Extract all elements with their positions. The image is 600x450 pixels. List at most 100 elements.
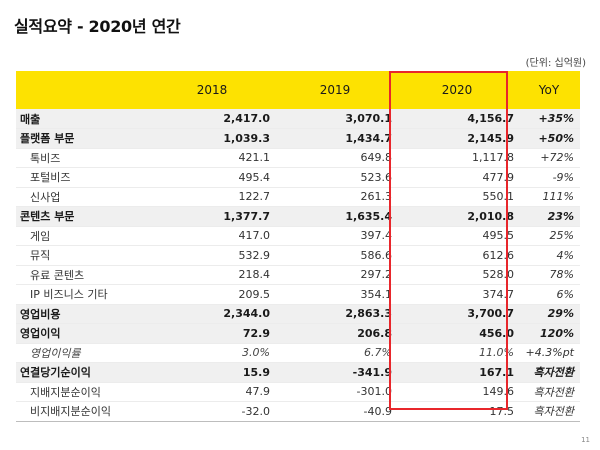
cell-2019: 3,070.1 [345, 112, 392, 125]
cell-yoy: 흑자전환 [533, 366, 574, 380]
cell-2019: -341.9 [352, 365, 392, 379]
row-label: 영업비용 [20, 307, 61, 321]
table-row: 콘텐츠 부문 1,377.7 1,635.4 2,010.8 23% [16, 206, 580, 226]
table-row: 유료 콘텐츠 218.4 297.2 528.0 78% [16, 265, 580, 285]
row-label: 영업이익 [20, 327, 61, 341]
table-row: 포털비즈 495.4 523.6 477.9 -9% [16, 168, 580, 187]
cell-2018: 3.0% [242, 346, 270, 360]
table-row: 톡비즈 421.1 649.8 1,117.8 +72% [16, 148, 580, 168]
table-row: 지배지분순이익 47.9 -301.0 149.6 흑자전환 [16, 382, 580, 402]
table-row: 게임 417.0 397.4 495.5 25% [16, 226, 580, 246]
cell-2020: 456.0 [479, 326, 514, 340]
cell-2020: 374.7 [482, 287, 515, 301]
table-body: 매출 2,417.0 3,070.1 4,156.7 +35% 플랫폼 부문 1,039.3… [16, 109, 580, 421]
table-row: 매출 2,417.0 3,070.1 4,156.7 +35% [16, 109, 580, 129]
cell-2020: 167.1 [479, 365, 514, 379]
cell-2018: 209.5 [238, 287, 271, 301]
cell-2020: 550.1 [482, 190, 515, 204]
header-2019: 2019 [319, 83, 351, 97]
cell-2018: 417.0 [238, 229, 271, 243]
cell-yoy: 6% [556, 287, 574, 301]
row-label: 콘텐츠 부문 [20, 210, 75, 224]
row-label: 비지배지분순이익 [30, 405, 111, 419]
cell-yoy: +35% [538, 112, 574, 125]
table-row: 뮤직 532.9 586.6 612.6 4% [16, 246, 580, 265]
cell-yoy: 29% [547, 307, 574, 321]
cell-2018: -32.0 [241, 404, 270, 418]
header-2020: 2020 [441, 83, 473, 97]
financial-summary-table: 2018 2019 2020 YoY 매출 2,417.0 3,070.1 4,156… [16, 71, 580, 422]
cell-2020: 2,145.9 [467, 131, 514, 145]
cell-2018: 421.1 [238, 151, 271, 165]
cell-yoy: 78% [549, 268, 574, 282]
cell-yoy: 4% [556, 248, 574, 262]
row-label: 신사업 [30, 190, 61, 204]
header-2018: 2018 [196, 83, 228, 97]
cell-2018: 72.9 [242, 326, 270, 340]
row-label: 지배지분순이익 [30, 385, 101, 399]
cell-yoy: 111% [542, 190, 574, 204]
cell-2020: 4,156.7 [467, 112, 514, 125]
row-label: 매출 [20, 112, 41, 126]
cell-yoy: +72% [540, 151, 574, 165]
unit-note: (단위: 십억원) [525, 58, 586, 69]
table-row: IP 비즈니스 기타 209.5 354.1 374.7 6% [16, 285, 580, 304]
cell-2020: 528.0 [482, 268, 515, 282]
row-label: 포털비즈 [30, 171, 71, 185]
cell-2020: 495.5 [482, 229, 515, 243]
cell-2018: 2,417.0 [223, 112, 270, 125]
table-row: 영업이익률 3.0% 6.7% 11.0% +4.3%pt [16, 343, 580, 363]
cell-yoy: +4.3%pt [525, 346, 574, 360]
table-row: 비지배지분순이익 -32.0 -40.9 17.5 흑자전환 [16, 402, 580, 421]
row-label: 뮤직 [30, 249, 51, 263]
cell-yoy: 120% [540, 326, 574, 340]
cell-2018: 1,039.3 [223, 131, 270, 145]
row-label: 영업이익률 [30, 346, 81, 360]
page-number: 11 [581, 436, 590, 444]
cell-yoy: 흑자전환 [533, 405, 574, 419]
cell-2019: 1,434.7 [345, 131, 392, 145]
cell-2018: 47.9 [245, 385, 271, 399]
cell-2018: 1,377.7 [223, 209, 270, 223]
row-label: 게임 [30, 229, 51, 243]
table-header-row: 2018 2019 2020 YoY [16, 71, 580, 109]
cell-yoy: +50% [538, 131, 574, 145]
cell-2019: 649.8 [360, 151, 393, 165]
row-label: 톡비즈 [30, 151, 61, 165]
cell-2018: 218.4 [238, 268, 271, 282]
cell-2019: 6.7% [364, 346, 392, 360]
cell-2019: 297.2 [360, 268, 393, 282]
cell-2019: 523.6 [360, 170, 393, 184]
header-label [16, 71, 150, 109]
cell-2019: 261.3 [360, 190, 393, 204]
cell-2020: 3,700.7 [467, 307, 514, 321]
cell-yoy: 25% [549, 229, 574, 243]
cell-2020: 477.9 [482, 170, 515, 184]
cell-2018: 532.9 [238, 248, 271, 262]
cell-2019: 1,635.4 [345, 209, 392, 223]
cell-2019: -301.0 [356, 385, 392, 399]
page-title: 실적요약 - 2020년 연간 [14, 17, 181, 36]
cell-yoy: -9% [552, 170, 574, 184]
cell-2019: 354.1 [360, 287, 393, 301]
row-label: IP 비즈니스 기타 [30, 288, 108, 302]
cell-2020: 612.6 [482, 248, 515, 262]
row-label: 유료 콘텐츠 [30, 268, 85, 282]
row-label: 연결당기순이익 [20, 366, 91, 380]
cell-2018: 15.9 [242, 365, 270, 379]
cell-2020: 1,117.8 [472, 151, 514, 165]
row-label: 플랫폼 부문 [20, 132, 75, 146]
cell-2019: 2,863.3 [345, 307, 392, 321]
cell-2020: 149.6 [482, 385, 515, 399]
table-row: 연결당기순이익 15.9 -341.9 167.1 흑자전환 [16, 362, 580, 382]
cell-2019: 586.6 [360, 248, 393, 262]
cell-2019: 397.4 [360, 229, 393, 243]
cell-2018: 2,344.0 [223, 307, 270, 321]
cell-2019: 206.8 [357, 326, 392, 340]
cell-yoy: 흑자전환 [533, 385, 574, 399]
cell-2020: 2,010.8 [467, 209, 514, 223]
header-yoy: YoY [538, 83, 560, 97]
cell-2020: 17.5 [489, 404, 515, 418]
cell-yoy: 23% [547, 209, 574, 223]
table-row: 신사업 122.7 261.3 550.1 111% [16, 187, 580, 207]
